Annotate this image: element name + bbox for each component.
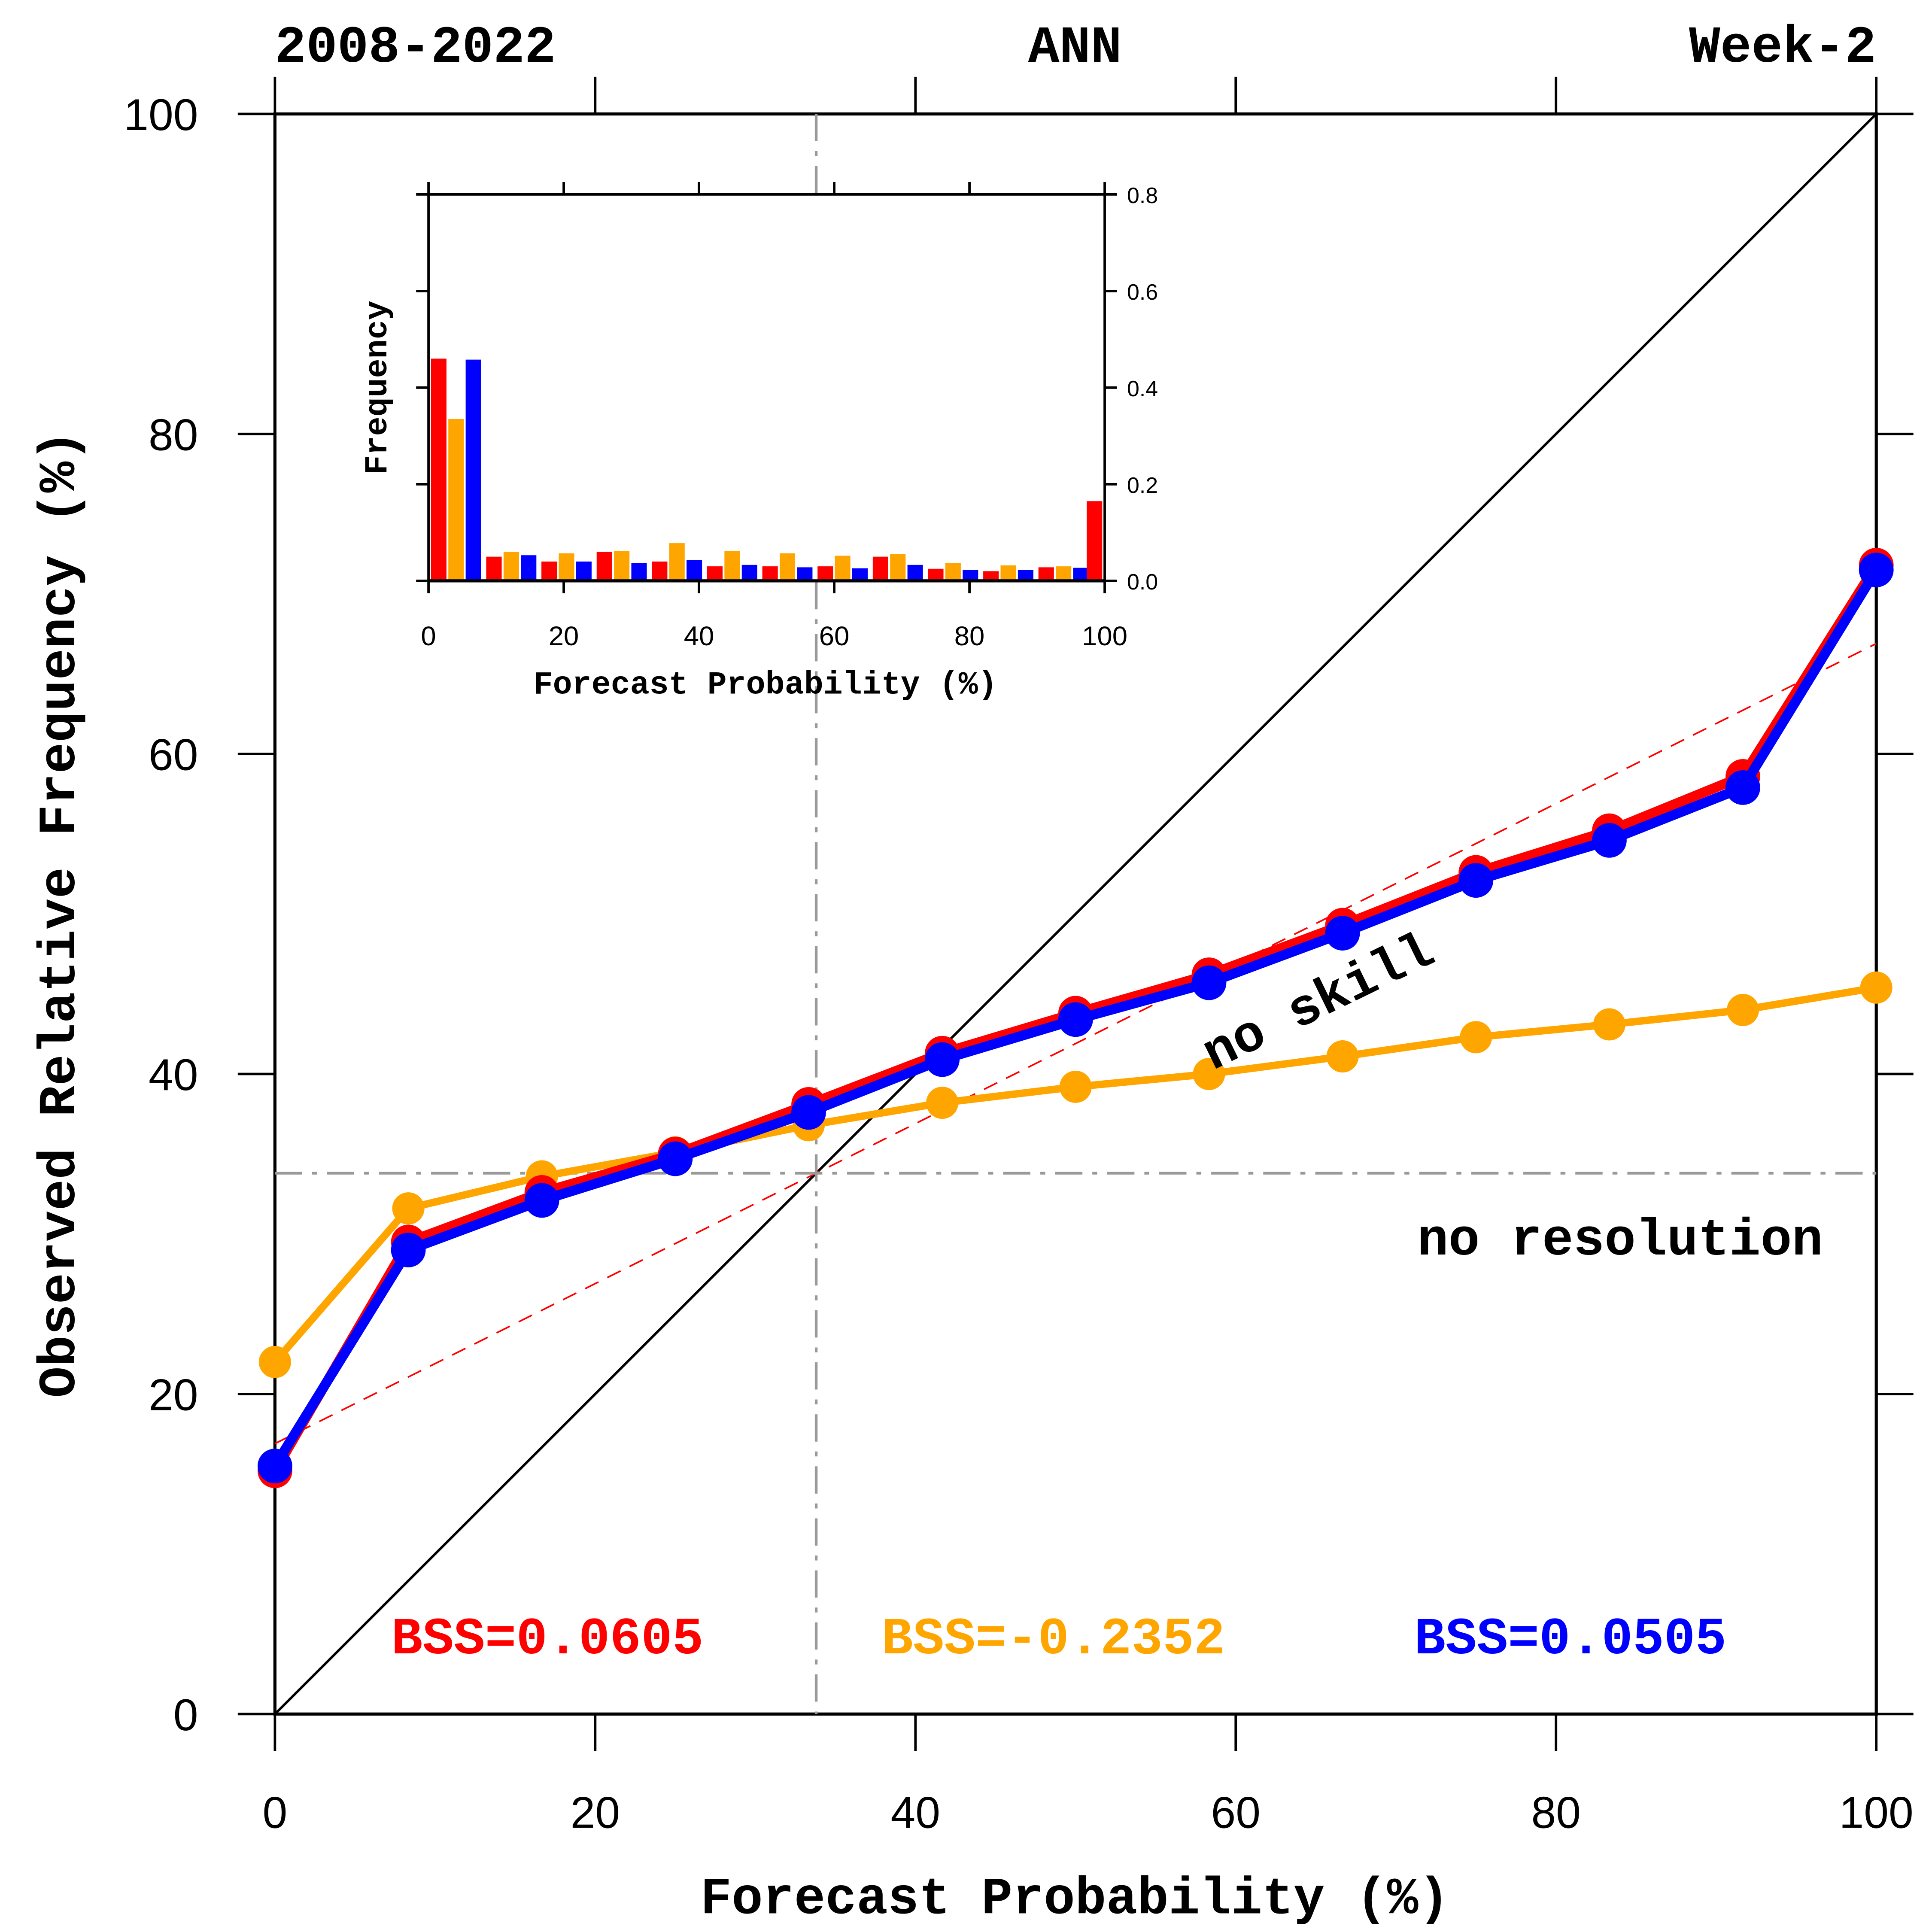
inset-bar-red xyxy=(596,552,612,581)
inset-bar-orange xyxy=(448,419,464,581)
inset-y-tick-label: 0.4 xyxy=(1127,377,1158,401)
inset-frame xyxy=(427,193,1106,582)
y-tick-label: 100 xyxy=(124,90,198,140)
x-tick-label: 60 xyxy=(1211,1788,1261,1838)
inset-bar-blue xyxy=(797,567,813,581)
y-tick-label: 60 xyxy=(149,730,198,780)
inset-bar-orange xyxy=(945,563,961,581)
inset-y-axis-label: Frequency xyxy=(360,301,396,474)
inset-bar-blue xyxy=(1018,570,1033,581)
inset-bar-orange xyxy=(1056,566,1072,581)
inset-x-tick-label: 80 xyxy=(954,621,985,651)
inset-bar-red xyxy=(707,566,723,581)
data-point-blue xyxy=(391,1233,426,1267)
x-tick-label: 100 xyxy=(1839,1788,1914,1838)
inset-bar-red xyxy=(1087,501,1103,581)
x-tick-label: 80 xyxy=(1531,1788,1581,1838)
data-point-orange xyxy=(1460,1021,1492,1054)
inset-x-tick-label: 0 xyxy=(421,621,436,651)
bss-orange: BSS=-0.2352 xyxy=(882,1610,1225,1669)
data-point-orange xyxy=(1326,1040,1359,1073)
inset-bar-red xyxy=(431,358,447,581)
x-tick-label: 40 xyxy=(891,1788,941,1838)
inset-x-axis-label: Forecast Probability (%) xyxy=(534,667,997,703)
inset-bar-orange xyxy=(835,556,851,581)
inset-bar-blue xyxy=(963,570,978,581)
data-point-blue xyxy=(1191,965,1227,1000)
plot-frame xyxy=(273,112,1878,1716)
data-point-orange xyxy=(1593,1008,1625,1041)
y-tick-label: 40 xyxy=(149,1050,198,1100)
inset-x-tick-label: 100 xyxy=(1082,621,1127,651)
data-point-blue xyxy=(1725,770,1760,805)
inset-bar-red xyxy=(1038,567,1054,581)
inset-bar-red xyxy=(486,556,502,581)
inset-bar-red xyxy=(541,561,557,581)
data-point-blue xyxy=(1058,1002,1093,1037)
inset-bar-blue xyxy=(741,565,757,581)
inset-bar-blue xyxy=(852,568,868,581)
inset-bar-orange xyxy=(503,552,519,581)
y-axis-label: Observed Relative Frequency (%) xyxy=(31,430,90,1398)
data-point-blue xyxy=(1458,863,1494,898)
data-point-orange xyxy=(1860,971,1893,1004)
data-point-blue xyxy=(258,1449,292,1484)
period-label: 2008-2022 xyxy=(275,19,556,78)
data-point-orange xyxy=(1726,993,1759,1026)
data-point-orange xyxy=(258,1346,291,1378)
x-tick-label: 20 xyxy=(571,1788,620,1838)
bss-blue: BSS=0.0505 xyxy=(1414,1610,1726,1669)
y-tick-label: 20 xyxy=(149,1370,198,1420)
lead-label: Week-2 xyxy=(1689,19,1876,78)
inset-bar-red xyxy=(928,568,944,581)
season-label: ANN xyxy=(1028,19,1122,78)
data-point-blue xyxy=(1325,916,1360,951)
inset-bar-orange xyxy=(890,554,906,581)
data-point-orange xyxy=(392,1192,425,1225)
data-point-blue xyxy=(791,1095,826,1130)
x-tick-label: 0 xyxy=(263,1788,288,1838)
inset-bar-blue xyxy=(576,561,592,581)
inset-bar-blue xyxy=(631,563,647,581)
inset-bar-blue xyxy=(465,359,481,581)
x-axis-label: Forecast Probability (%) xyxy=(700,1871,1449,1929)
data-point-orange xyxy=(1193,1058,1225,1091)
inset-bar-orange xyxy=(669,543,685,581)
inset-bar-red xyxy=(817,566,833,581)
y-tick-label: 80 xyxy=(149,410,198,460)
inset-bar-red xyxy=(983,571,999,581)
data-point-blue xyxy=(658,1141,693,1176)
data-point-blue xyxy=(524,1183,559,1218)
data-point-blue xyxy=(1592,823,1627,858)
inset-bar-orange xyxy=(1000,565,1016,581)
inset-bar-blue xyxy=(907,565,923,581)
inset-bar-red xyxy=(762,566,778,581)
inset-x-tick-label: 40 xyxy=(684,621,714,651)
inset-bar-orange xyxy=(614,551,630,581)
no-resolution-annotation: no resolution xyxy=(1417,1212,1823,1270)
inset-bar-blue xyxy=(1073,568,1089,581)
inset-y-tick-label: 0.6 xyxy=(1127,280,1158,305)
inset-bar-red xyxy=(652,561,668,581)
inset-bar-blue xyxy=(521,555,537,581)
inset-x-tick-label: 20 xyxy=(549,621,579,651)
data-point-blue xyxy=(925,1042,960,1077)
inset-bar-orange xyxy=(724,551,740,581)
inset-bar-orange xyxy=(779,553,796,581)
inset-y-tick-label: 0.0 xyxy=(1127,570,1158,595)
inset-bar-red xyxy=(872,556,888,581)
y-tick-label: 0 xyxy=(173,1690,198,1740)
inset-bar-orange xyxy=(559,553,574,581)
inset-y-tick-label: 0.2 xyxy=(1127,473,1158,498)
inset-y-tick-label: 0.8 xyxy=(1127,183,1158,208)
inset-bar-blue xyxy=(687,560,702,581)
perfect-reliability-line xyxy=(274,113,1877,1715)
data-point-orange xyxy=(926,1087,959,1119)
inset-x-tick-label: 60 xyxy=(819,621,850,651)
no-skill-line xyxy=(274,643,1877,1445)
bss-red: BSS=0.0605 xyxy=(392,1610,704,1669)
data-point-blue xyxy=(1859,553,1894,587)
data-point-orange xyxy=(1059,1070,1092,1103)
